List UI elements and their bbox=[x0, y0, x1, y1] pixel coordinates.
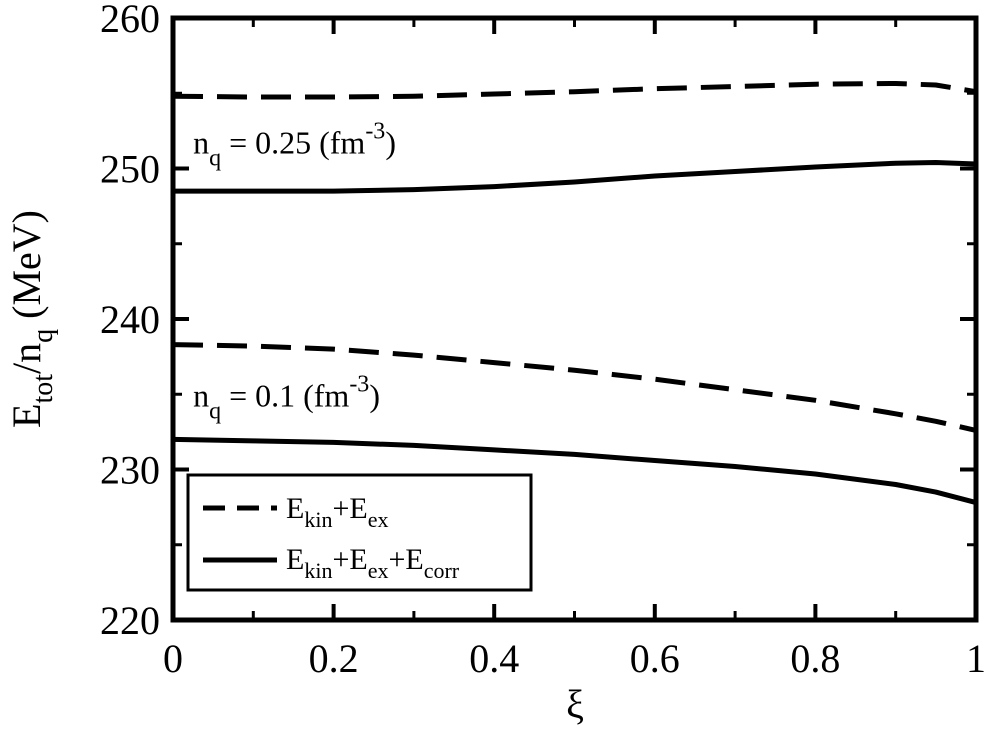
y-tick-label: 260 bbox=[100, 0, 160, 41]
series-line-dashed-0_25 bbox=[172, 81, 977, 100]
density-label-0: nq = 0.25 (fm-3) bbox=[193, 118, 396, 171]
series-line-solid-0_1 bbox=[172, 436, 977, 506]
y-axis-label: Etot/nq (MeV) bbox=[4, 210, 59, 428]
tick-marks bbox=[171, 16, 978, 622]
y-label-base: E bbox=[4, 404, 49, 428]
y-label-mid: /n bbox=[4, 343, 49, 374]
series-line-dashed-0_1 bbox=[172, 342, 977, 433]
y-label-sub2: q bbox=[28, 329, 59, 343]
density-annotations: nq = 0.25 (fm-3) nq = 0.1 (fm-3) bbox=[193, 118, 396, 424]
y-tick-label: 220 bbox=[100, 598, 160, 643]
series-layer bbox=[172, 81, 977, 506]
x-axis-label: ξ bbox=[566, 682, 584, 727]
x-tick-label: 1 bbox=[966, 636, 986, 681]
legend: Ekin+Eex Ekin+Eex+Ecorr bbox=[186, 473, 533, 592]
series-line-solid-0_25 bbox=[173, 160, 977, 194]
x-tick-label: 0.4 bbox=[469, 636, 519, 681]
x-tick-label: 0 bbox=[163, 636, 183, 681]
x-tick-label: 0.2 bbox=[309, 636, 359, 681]
x-tick-label: 0.6 bbox=[630, 636, 680, 681]
y-tick-label: 250 bbox=[100, 147, 160, 192]
tick-labels: 0 0.2 0.4 0.6 0.8 1 220 230 240 250 260 bbox=[100, 0, 986, 681]
legend-label-solid: Ekin+Eex+Ecorr bbox=[286, 543, 460, 583]
legend-box bbox=[186, 473, 533, 592]
y-tick-label: 240 bbox=[100, 297, 160, 342]
y-label-sub1: tot bbox=[28, 374, 59, 404]
legend-label-dashed: Ekin+Eex bbox=[286, 492, 388, 532]
x-tick-label: 0.8 bbox=[790, 636, 840, 681]
y-label-tail: (MeV) bbox=[4, 210, 49, 329]
density-label-1: nq = 0.1 (fm-3) bbox=[193, 371, 380, 424]
y-tick-label: 230 bbox=[100, 448, 160, 493]
